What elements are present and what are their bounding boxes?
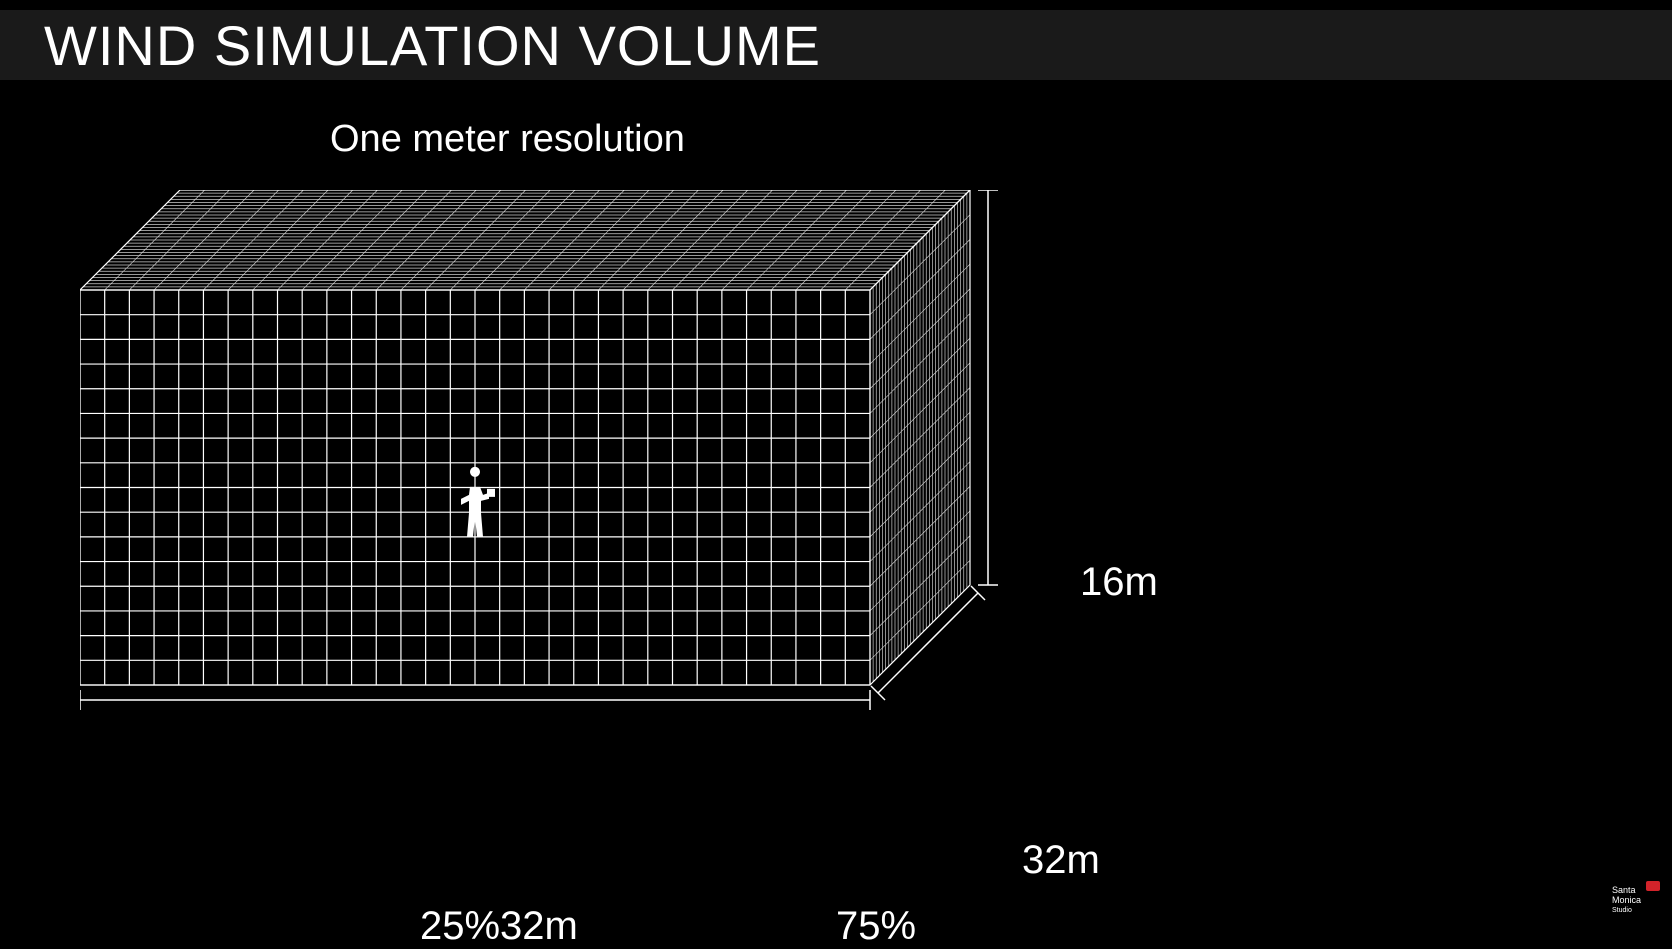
studio-logo: Santa Monica Studio — [1612, 881, 1660, 915]
depth-label: 32m — [1022, 838, 1100, 883]
logo-line3: Studio — [1612, 907, 1632, 914]
logo-line2: Monica — [1612, 895, 1641, 905]
logo-line1: Santa — [1612, 885, 1636, 895]
right-pct-label: 75% — [836, 904, 916, 949]
left-pct-label: 25% — [420, 904, 500, 949]
scale-figure-icon — [461, 467, 495, 537]
slide-subtitle: One meter resolution — [330, 118, 685, 161]
title-bar: WIND SIMULATION VOLUME — [0, 10, 1672, 80]
width-label: 32m — [500, 904, 578, 949]
slide-title: WIND SIMULATION VOLUME — [44, 13, 821, 78]
volume-diagram — [80, 190, 1080, 790]
height-label: 16m — [1080, 560, 1158, 605]
